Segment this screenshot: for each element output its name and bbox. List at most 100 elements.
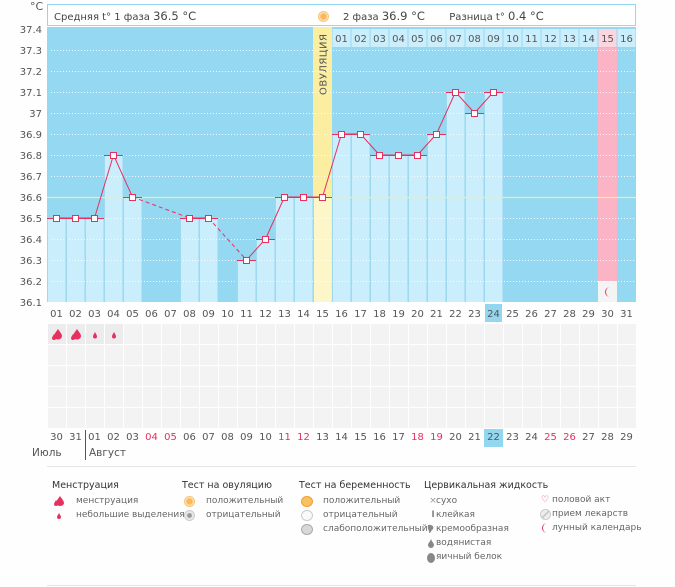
calendar-date[interactable]: 16 xyxy=(373,432,386,443)
symptom-cell[interactable] xyxy=(332,387,351,407)
symptom-cell[interactable] xyxy=(142,345,161,365)
symptom-cell[interactable] xyxy=(560,408,579,428)
calendar-date[interactable]: 24 xyxy=(525,432,538,443)
temperature-point[interactable] xyxy=(91,215,98,222)
symptom-cell[interactable] xyxy=(484,408,503,428)
temperature-point[interactable] xyxy=(72,215,79,222)
symptom-cell[interactable] xyxy=(142,324,161,344)
symptom-cell[interactable] xyxy=(617,345,636,365)
ovulation-test-positive-icon[interactable] xyxy=(318,11,329,22)
temperature-point[interactable] xyxy=(471,110,478,117)
temperature-point[interactable] xyxy=(186,215,193,222)
symptom-cell[interactable] xyxy=(199,387,218,407)
calendar-date[interactable]: 20 xyxy=(449,432,462,443)
calendar-date[interactable]: 31 xyxy=(69,432,82,443)
symptom-cell[interactable] xyxy=(161,408,180,428)
calendar-date[interactable]: 03 xyxy=(126,432,139,443)
symptom-cell[interactable] xyxy=(541,366,560,386)
symptom-cell[interactable] xyxy=(408,408,427,428)
symptom-cell[interactable] xyxy=(332,408,351,428)
calendar-date[interactable]: 27 xyxy=(582,432,595,443)
calendar-date[interactable]: 04 xyxy=(145,432,158,443)
calendar-date[interactable]: 02 xyxy=(107,432,120,443)
symptom-cell[interactable] xyxy=(237,408,256,428)
symptom-cell[interactable] xyxy=(370,324,389,344)
symptom-cell[interactable] xyxy=(66,366,85,386)
symptom-cell[interactable] xyxy=(465,408,484,428)
symptom-cell[interactable] xyxy=(237,387,256,407)
symptom-cell[interactable] xyxy=(66,408,85,428)
temperature-point[interactable] xyxy=(452,89,459,96)
temperature-point[interactable] xyxy=(281,194,288,201)
symptom-cell[interactable] xyxy=(218,345,237,365)
symptom-cell[interactable] xyxy=(218,366,237,386)
calendar-date[interactable]: 23 xyxy=(506,432,519,443)
temperature-point[interactable] xyxy=(395,152,402,159)
symptom-cell[interactable] xyxy=(180,408,199,428)
symptom-cell[interactable] xyxy=(237,345,256,365)
symptom-cell[interactable] xyxy=(370,408,389,428)
calendar-date[interactable]: 12 xyxy=(297,432,310,443)
symptom-cell[interactable] xyxy=(161,345,180,365)
calendar-date[interactable]: 19 xyxy=(430,432,443,443)
symptom-cell[interactable] xyxy=(617,408,636,428)
symptom-cell[interactable] xyxy=(522,345,541,365)
symptom-cell[interactable] xyxy=(446,324,465,344)
symptom-cell[interactable] xyxy=(161,366,180,386)
calendar-date[interactable]: 21 xyxy=(468,432,481,443)
symptom-cell[interactable] xyxy=(218,324,237,344)
symptom-cell[interactable] xyxy=(142,366,161,386)
symptom-cell[interactable] xyxy=(85,366,104,386)
symptom-cell[interactable] xyxy=(446,408,465,428)
symptom-cell[interactable] xyxy=(123,408,142,428)
temperature-point[interactable] xyxy=(376,152,383,159)
symptom-cell[interactable] xyxy=(389,366,408,386)
symptom-cell[interactable] xyxy=(598,387,617,407)
temperature-point[interactable] xyxy=(490,89,497,96)
symptom-cell[interactable] xyxy=(560,345,579,365)
symptom-cell[interactable] xyxy=(465,324,484,344)
symptom-cell[interactable] xyxy=(85,408,104,428)
symptom-cell[interactable] xyxy=(199,408,218,428)
symptom-cell[interactable] xyxy=(256,324,275,344)
symptom-cell[interactable] xyxy=(275,408,294,428)
symptom-cell[interactable] xyxy=(85,324,104,344)
calendar-date[interactable]: 05 xyxy=(164,432,177,443)
symptom-cell[interactable] xyxy=(313,324,332,344)
symptom-cell[interactable] xyxy=(180,324,199,344)
symptom-cell[interactable] xyxy=(560,387,579,407)
temperature-point[interactable] xyxy=(357,131,364,138)
symptom-cell[interactable] xyxy=(427,324,446,344)
calendar-date[interactable]: 30 xyxy=(50,432,63,443)
symptom-cell[interactable] xyxy=(161,387,180,407)
symptom-cell[interactable] xyxy=(47,408,66,428)
symptom-cell[interactable] xyxy=(503,366,522,386)
symptom-cell[interactable] xyxy=(370,387,389,407)
symptom-cell[interactable] xyxy=(522,387,541,407)
symptom-cell[interactable] xyxy=(123,345,142,365)
symptom-cell[interactable] xyxy=(161,324,180,344)
calendar-date[interactable]: 26 xyxy=(563,432,576,443)
temperature-point[interactable] xyxy=(205,215,212,222)
temperature-point[interactable] xyxy=(319,194,326,201)
symptom-cell[interactable] xyxy=(351,387,370,407)
symptom-cell[interactable] xyxy=(351,366,370,386)
calendar-date[interactable]: 11 xyxy=(278,432,291,443)
calendar-date[interactable]: 09 xyxy=(240,432,253,443)
symptom-cell[interactable] xyxy=(104,345,123,365)
symptom-cell[interactable] xyxy=(104,324,123,344)
symptom-cell[interactable] xyxy=(617,387,636,407)
calendar-date[interactable]: 13 xyxy=(316,432,329,443)
temperature-point[interactable] xyxy=(129,194,136,201)
symptom-cell[interactable] xyxy=(237,324,256,344)
symptom-cell[interactable] xyxy=(294,387,313,407)
symptom-cell[interactable] xyxy=(408,324,427,344)
symptom-cell[interactable] xyxy=(579,366,598,386)
calendar-date[interactable]: 18 xyxy=(411,432,424,443)
symptom-cell[interactable] xyxy=(598,345,617,365)
symptom-cell[interactable] xyxy=(180,345,199,365)
symptom-cell[interactable] xyxy=(541,387,560,407)
symptom-cell[interactable] xyxy=(579,324,598,344)
symptom-cell[interactable] xyxy=(199,366,218,386)
symptom-cell[interactable] xyxy=(522,324,541,344)
